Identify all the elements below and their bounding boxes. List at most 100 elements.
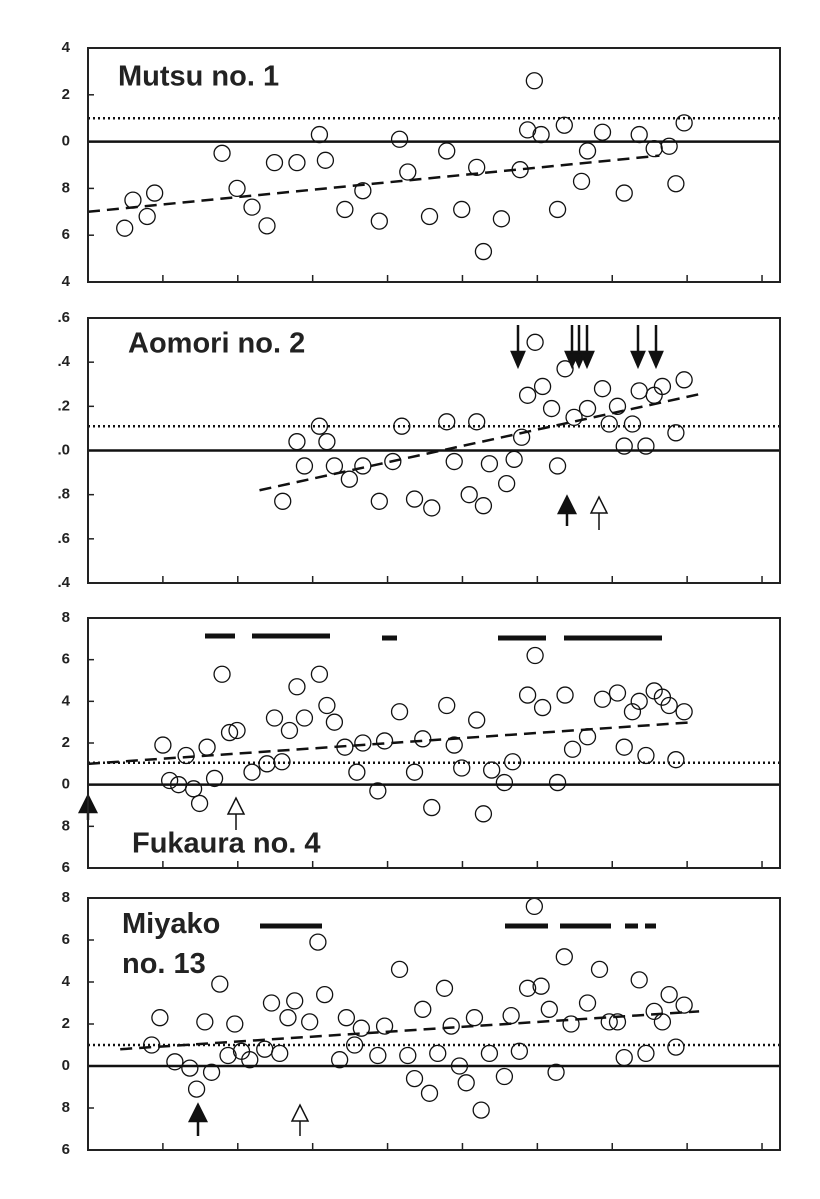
data-point: [124, 191, 142, 209]
y-tick-label: 4: [62, 39, 71, 56]
data-point: [310, 417, 329, 435]
data-point: [503, 753, 522, 771]
data-point: [502, 1006, 520, 1025]
data-point: [630, 692, 648, 710]
panel-title-line: Miyako: [122, 908, 220, 940]
data-point: [316, 151, 335, 169]
data-point: [370, 492, 388, 510]
data-point: [442, 1017, 460, 1035]
data-point: [318, 433, 336, 451]
data-point: [555, 116, 573, 134]
data-point: [675, 703, 693, 721]
data-point: [190, 794, 209, 813]
data-point: [533, 698, 552, 717]
data-point: [420, 1084, 439, 1102]
data-point: [399, 163, 417, 181]
data-point: [414, 1000, 432, 1018]
data-point: [600, 1013, 618, 1031]
data-point: [472, 1101, 490, 1119]
data-point: [572, 172, 591, 191]
y-tick-label: 4: [62, 692, 71, 709]
data-point: [265, 154, 284, 172]
data-point: [330, 1051, 349, 1069]
data-point: [219, 1046, 237, 1065]
data-point: [369, 1046, 387, 1065]
data-point: [637, 437, 655, 455]
data-point: [399, 1046, 417, 1065]
data-point: [556, 360, 574, 378]
data-point: [460, 486, 478, 504]
data-point: [578, 142, 597, 160]
data-point: [457, 1074, 475, 1092]
data-point: [578, 399, 597, 418]
data-point: [525, 897, 544, 916]
up-arrows: [77, 494, 609, 1136]
data-point: [262, 994, 281, 1012]
y-tick-label: 6: [62, 651, 70, 668]
data-point: [630, 125, 648, 144]
data-point: [429, 1044, 447, 1063]
plot-frame: [87, 47, 781, 283]
data-point: [273, 753, 291, 771]
data-point: [542, 399, 561, 418]
annotations: [77, 325, 664, 1136]
y-tick-label: .6: [57, 309, 70, 326]
data-point: [525, 72, 544, 90]
trend-line: [120, 1010, 700, 1051]
data-point: [667, 424, 685, 442]
data-point: [438, 142, 456, 160]
data-point: [198, 738, 216, 756]
panel-title: Mutsu no. 1: [118, 61, 279, 93]
data-point: [243, 198, 261, 216]
data-point: [154, 736, 172, 754]
data-point: [256, 1040, 274, 1058]
data-point: [480, 1044, 499, 1063]
data-point: [337, 1009, 356, 1027]
data-point: [271, 1044, 289, 1063]
y-tick-label: 8: [62, 889, 70, 906]
data-point: [578, 994, 597, 1012]
data-point: [548, 200, 567, 219]
y-tick-label: 8: [62, 179, 70, 196]
data-point: [181, 1059, 199, 1077]
data-point: [295, 457, 314, 475]
y-tick-label: 2: [62, 734, 70, 751]
data-point: [309, 933, 327, 951]
data-point: [228, 179, 246, 198]
data-point: [518, 979, 537, 997]
data-point: [630, 382, 648, 400]
data-point: [435, 979, 454, 997]
y-tick-label: .0: [57, 441, 70, 458]
data-point: [660, 696, 678, 715]
data-point: [390, 130, 409, 148]
y-tick-label: 2: [62, 86, 70, 103]
data-point: [369, 782, 387, 800]
data-point: [318, 696, 336, 715]
y-tick-label: 8: [62, 1099, 70, 1116]
data-point: [340, 470, 359, 488]
data-point: [675, 996, 693, 1014]
data-point: [465, 1009, 484, 1027]
data-point: [555, 948, 573, 966]
data-point: [474, 497, 493, 515]
data-point: [518, 686, 537, 704]
panel: 8 6 4 2 0 8 6 Fukaura no. 4: [62, 609, 781, 876]
data-point: [660, 137, 678, 155]
data-point: [325, 713, 344, 731]
y-tick-label: .8: [57, 486, 70, 503]
data-point: [495, 1067, 514, 1086]
data-point: [637, 746, 655, 765]
data-point: [548, 773, 567, 792]
data-point: [600, 415, 618, 433]
data-point: [608, 684, 627, 702]
data-point: [608, 1013, 627, 1031]
data-point: [518, 386, 537, 404]
data-point: [593, 690, 612, 708]
data-point: [228, 721, 246, 740]
data-point: [480, 455, 499, 473]
data-point: [667, 1038, 685, 1056]
data-point: [390, 960, 409, 979]
data-point: [450, 1057, 469, 1075]
down-arrows: [510, 325, 664, 370]
panel-title: Miyako no. 13: [122, 908, 220, 980]
